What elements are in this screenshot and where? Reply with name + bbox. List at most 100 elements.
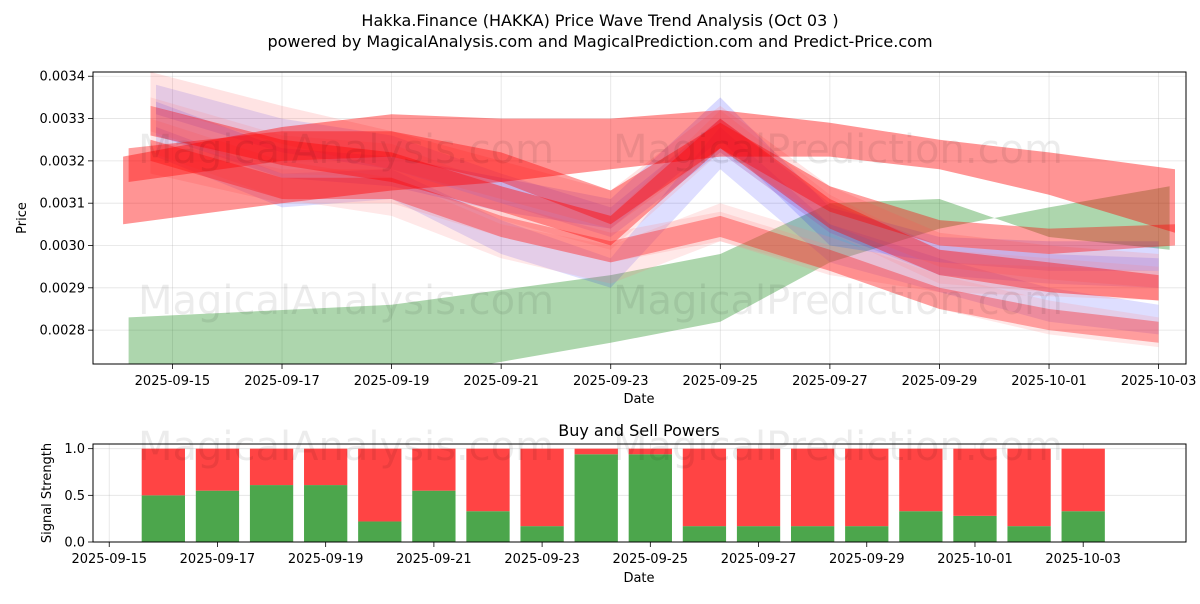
- watermark-prediction: MagicalPrediction.com: [613, 424, 1063, 470]
- price-y-tick-label: 0.0031: [40, 197, 86, 212]
- price-y-axis: 0.0028 0.0029 0.0030 0.0031 0.0032 0.0033 0.00…: [40, 70, 93, 339]
- price-panel: MagicalAnalysis.com MagicalPrediction.co…: [15, 70, 1196, 407]
- buy-bar: [1007, 526, 1051, 542]
- buy-bar: [736, 526, 781, 542]
- buy-bar: [682, 526, 727, 542]
- band-red-1: [150, 105, 1159, 301]
- sell-bar: [574, 448, 618, 455]
- band-red-main: [123, 110, 1176, 233]
- signal-panel: Buy and Sell Powers MagicalAnalysis.com …: [40, 421, 1187, 586]
- sell-bar: [1007, 448, 1051, 527]
- band-green-trend: [128, 186, 1170, 364]
- band-blue-1: [156, 97, 1159, 271]
- watermark-analysis: MagicalAnalysis.com: [138, 424, 554, 470]
- buy-bar: [791, 526, 835, 542]
- buy-bar: [358, 521, 402, 542]
- buy-bar: [249, 485, 294, 542]
- buy-bar: [899, 511, 943, 542]
- chart-title: Hakka.Finance (HAKKA) Price Wave Trend A…: [361, 11, 838, 30]
- price-x-axis: 2025-09-15 2025-09-17 2025-09-19 2025-09-21…: [135, 364, 1197, 389]
- signal-y-tick-label: 0.5: [64, 489, 85, 504]
- watermark-prediction: MagicalPrediction.com: [613, 278, 1063, 324]
- band-red-2: [150, 139, 1159, 343]
- sell-bar: [682, 448, 727, 527]
- buy-bar: [466, 511, 510, 542]
- price-x-tick-label: 2025-09-17: [244, 374, 320, 389]
- price-y-tick-label: 0.0033: [40, 112, 86, 127]
- signal-y-tick-label: 1.0: [64, 442, 85, 457]
- price-x-tick-label: 2025-09-29: [902, 374, 978, 389]
- sell-bar: [304, 448, 348, 486]
- signal-x-tick-label: 2025-10-03: [1045, 552, 1121, 567]
- price-x-tick-label: 2025-10-01: [1011, 374, 1087, 389]
- sell-bar: [358, 448, 402, 522]
- signal-y-axis: 0.0 0.5 1.0: [64, 442, 93, 551]
- price-x-label: Date: [623, 392, 654, 407]
- signal-panel-frame: [92, 443, 1187, 543]
- buy-bar: [195, 490, 240, 542]
- band-pink-2: [150, 118, 1159, 348]
- buy-bar: [953, 515, 997, 542]
- signal-x-axis: 2025-09-15 2025-09-17 2025-09-19 2025-09-21…: [71, 542, 1121, 567]
- band-pink-3: [150, 139, 1159, 301]
- signal-title: Buy and Sell Powers: [558, 421, 720, 440]
- price-x-tick-label: 2025-09-21: [463, 374, 539, 389]
- sell-bar: [899, 448, 943, 512]
- price-y-tick-label: 0.0032: [40, 154, 86, 169]
- price-x-tick-label: 2025-09-25: [683, 374, 759, 389]
- watermark-analysis: MagicalAnalysis.com: [138, 278, 554, 324]
- price-grid: [93, 72, 1186, 364]
- sell-bar: [249, 448, 294, 486]
- price-x-tick-label: 2025-09-15: [135, 374, 211, 389]
- signal-x-tick-label: 2025-09-17: [180, 552, 256, 567]
- sell-bar: [1061, 448, 1105, 512]
- signal-x-tick-label: 2025-09-19: [288, 552, 364, 567]
- chart-subtitle: powered by MagicalAnalysis.com and Magic…: [267, 32, 932, 51]
- signal-bars: [141, 448, 1105, 542]
- price-x-tick-label: 2025-09-27: [792, 374, 868, 389]
- signal-x-tick-label: 2025-09-25: [613, 552, 689, 567]
- buy-bar: [141, 495, 185, 542]
- signal-x-tick-label: 2025-09-21: [396, 552, 472, 567]
- signal-y-label: Signal Strength: [40, 443, 55, 543]
- price-y-tick-label: 0.0028: [40, 324, 86, 339]
- sell-bar: [141, 448, 185, 496]
- price-x-tick-label: 2025-10-03: [1121, 374, 1197, 389]
- buy-bar: [628, 454, 672, 542]
- band-blue-2: [156, 127, 1159, 335]
- price-x-tick-label: 2025-09-19: [354, 374, 430, 389]
- signal-x-tick-label: 2025-09-27: [721, 552, 797, 567]
- signal-x-label: Date: [623, 571, 654, 586]
- price-panel-frame: [92, 71, 1187, 365]
- sell-bar: [628, 448, 672, 455]
- price-y-label: Price: [15, 202, 30, 234]
- price-y-tick-label: 0.0034: [40, 70, 86, 85]
- band-pink-4: [150, 97, 1159, 301]
- signal-x-tick-label: 2025-10-01: [937, 552, 1013, 567]
- sell-bar: [736, 448, 781, 527]
- signal-x-tick-label: 2025-09-29: [829, 552, 905, 567]
- band-pink-1: [150, 72, 1159, 288]
- band-blue-3: [156, 84, 1159, 288]
- sell-bar: [845, 448, 889, 527]
- buy-bar: [574, 454, 618, 542]
- band-red-3: [128, 122, 1176, 254]
- signal-x-tick-label: 2025-09-15: [71, 552, 147, 567]
- signal-y-tick-label: 0.0: [64, 536, 85, 551]
- buy-bar: [412, 490, 456, 542]
- sell-bar: [791, 448, 835, 527]
- buy-bar: [845, 526, 889, 542]
- sell-bar: [953, 448, 997, 516]
- price-bands: [123, 72, 1176, 364]
- buy-bar: [520, 526, 564, 542]
- sell-bar: [412, 448, 456, 491]
- price-x-tick-label: 2025-09-23: [573, 374, 649, 389]
- sell-bar: [466, 448, 510, 512]
- watermark-prediction: MagicalPrediction.com: [613, 127, 1063, 173]
- price-y-tick-label: 0.0030: [40, 239, 86, 254]
- watermark-analysis: MagicalAnalysis.com: [138, 127, 554, 173]
- price-y-tick-label: 0.0029: [40, 281, 86, 296]
- sell-bar: [195, 448, 240, 491]
- sell-bar: [520, 448, 564, 527]
